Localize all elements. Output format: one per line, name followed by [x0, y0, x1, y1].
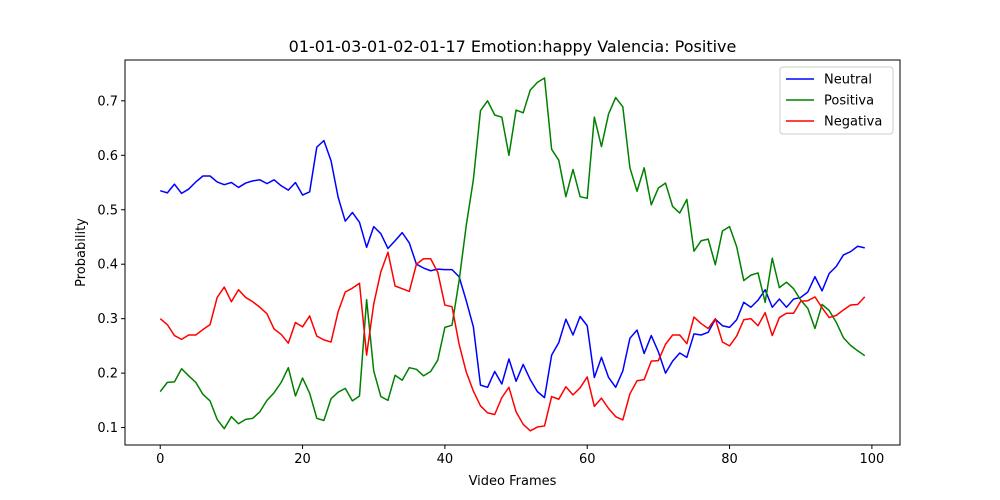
- x-tick-label: 40: [437, 452, 454, 467]
- legend: Neutral Positiva Negativa: [780, 67, 893, 134]
- y-tick-label: 0.5: [97, 203, 118, 218]
- legend-label-neutral: Neutral: [824, 73, 872, 88]
- y-tick-label: 0.6: [97, 149, 118, 164]
- y-tick-label: 0.4: [97, 258, 118, 273]
- y-tick-label: 0.1: [97, 421, 118, 436]
- x-tick-label: 80: [721, 452, 738, 467]
- x-tick-label: 0: [156, 452, 164, 467]
- x-tick-label: 100: [859, 452, 884, 467]
- y-tick-label: 0.3: [97, 312, 118, 327]
- chart-title: 01-01-03-01-02-01-17 Emotion:happy Valen…: [289, 37, 737, 56]
- y-tick-label: 0.7: [97, 94, 118, 109]
- y-tick-label: 0.2: [97, 367, 118, 382]
- x-axis-label: Video Frames: [469, 474, 557, 489]
- y-axis-label: Probability: [74, 218, 89, 287]
- x-tick-label: 20: [294, 452, 311, 467]
- legend-label-negativa: Negativa: [824, 115, 882, 130]
- x-tick-label: 60: [579, 452, 596, 467]
- legend-label-positiva: Positiva: [824, 94, 874, 109]
